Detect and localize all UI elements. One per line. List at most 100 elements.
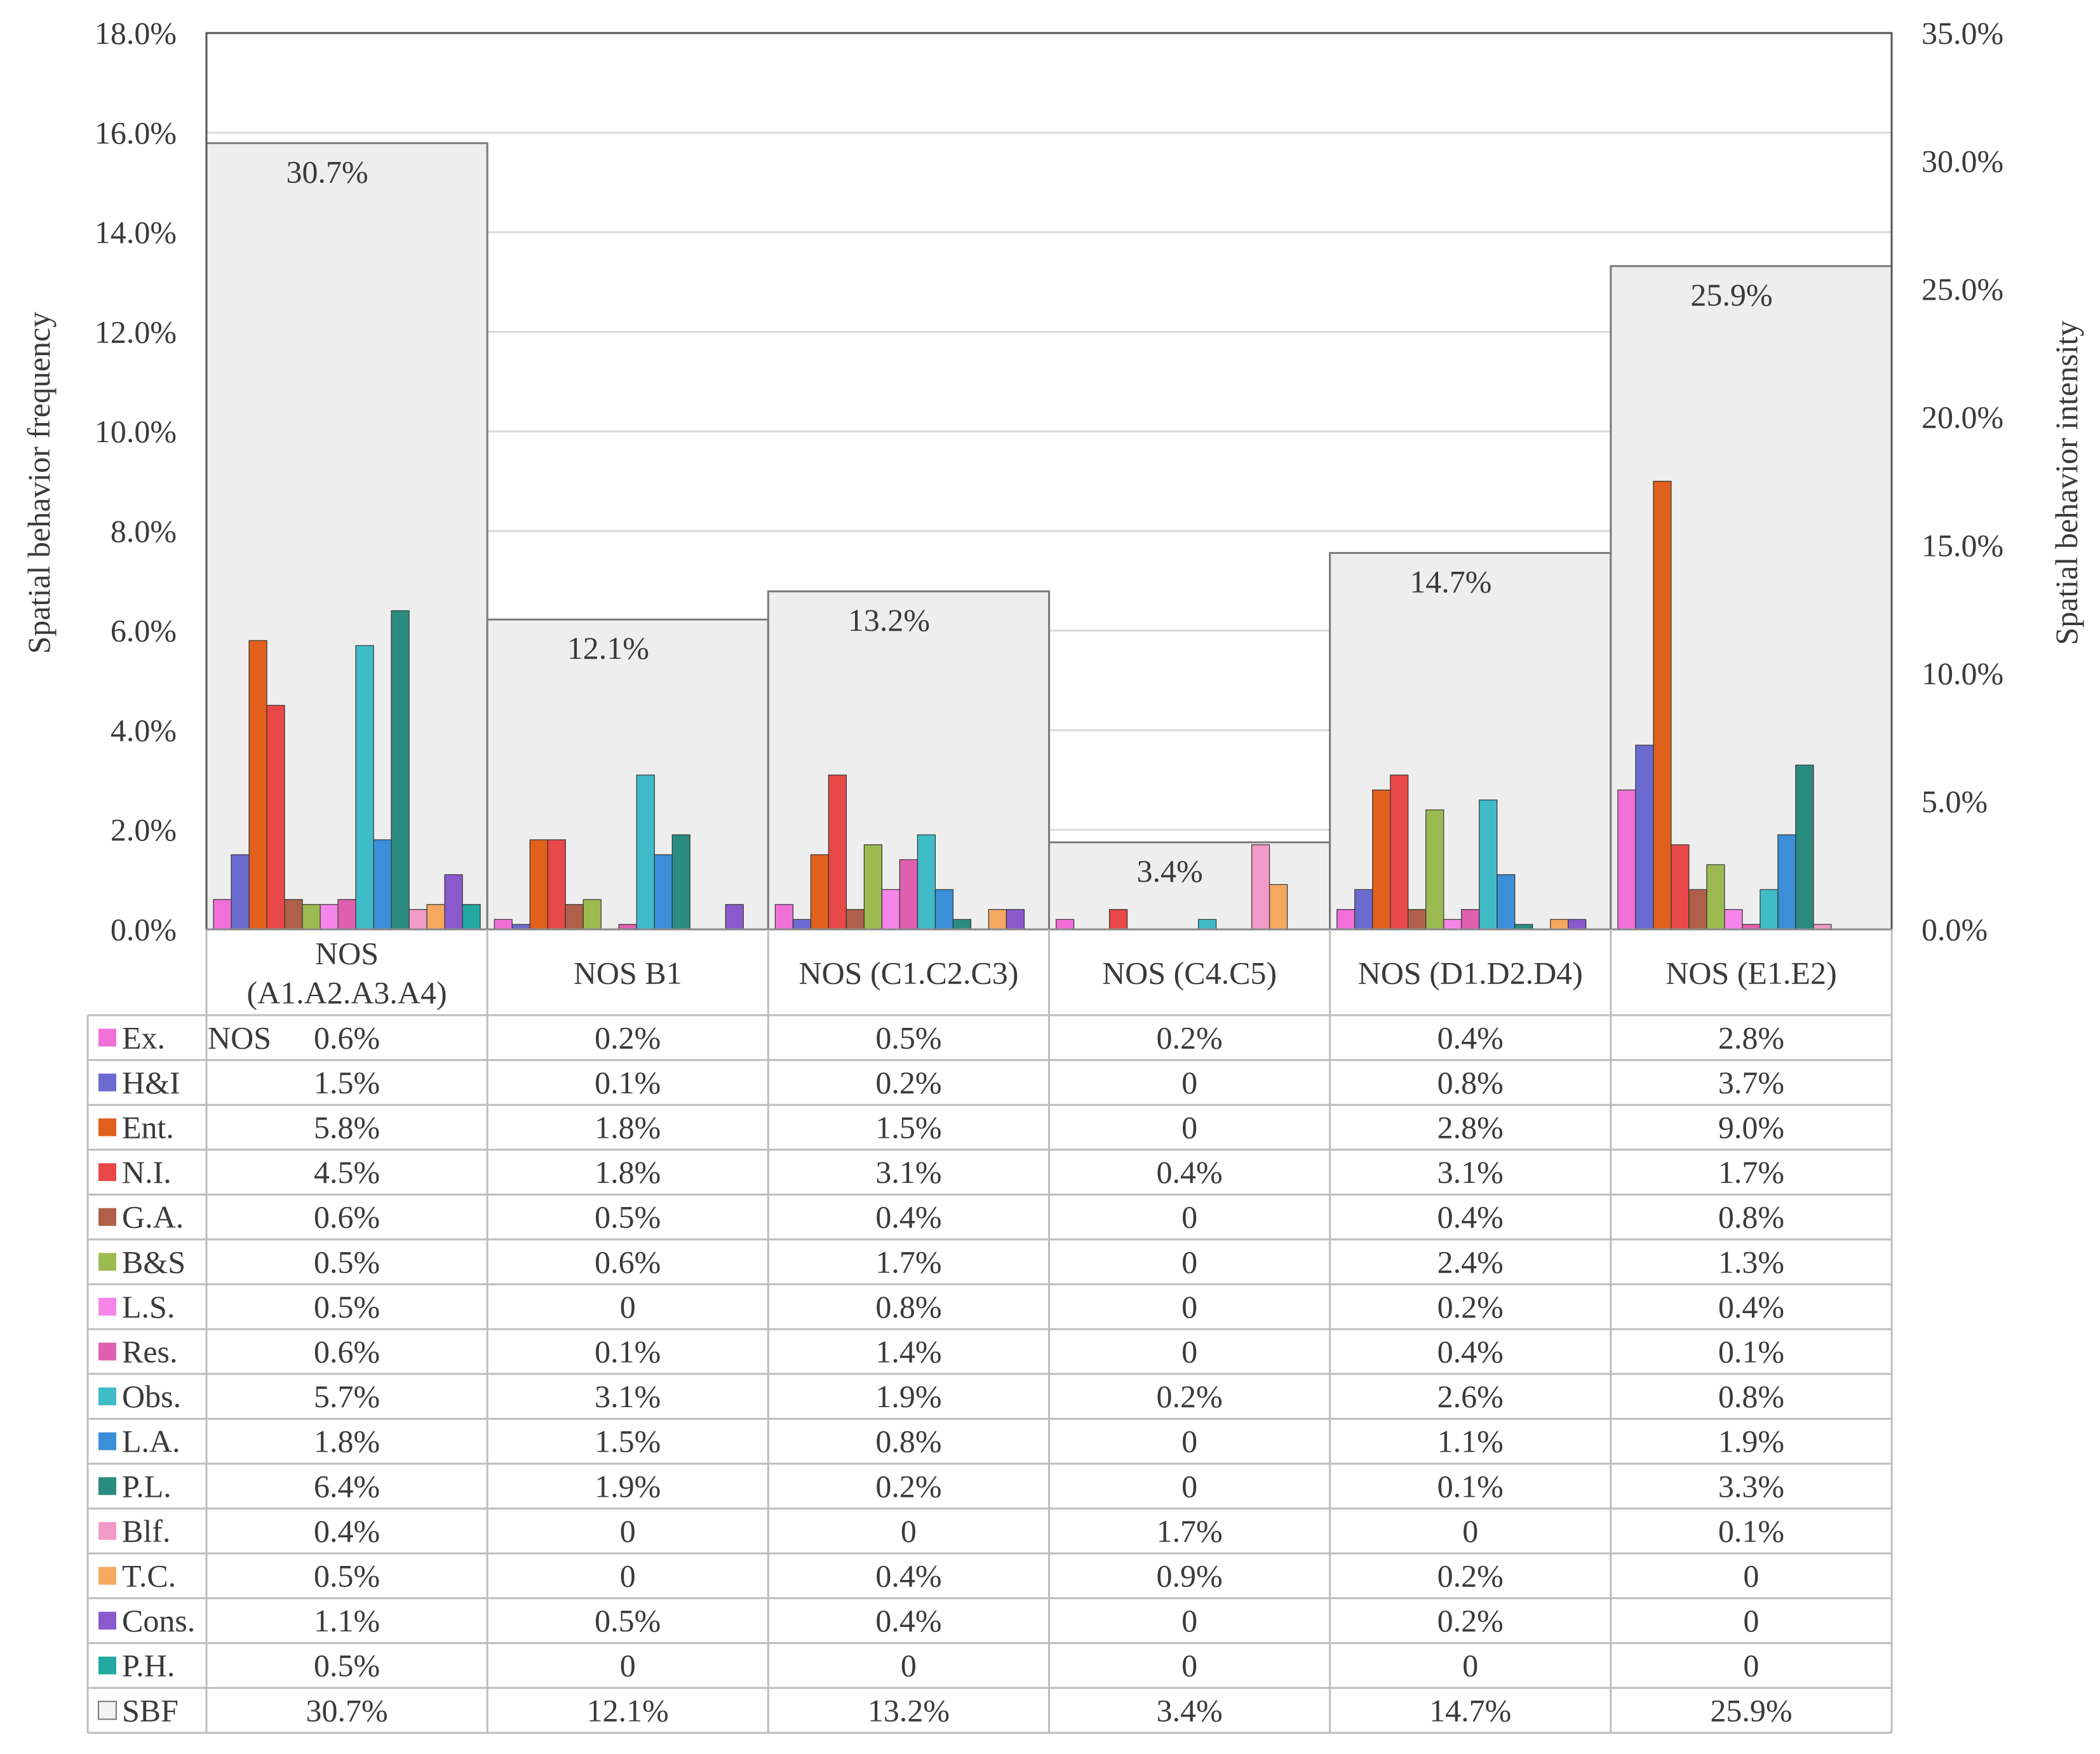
series-bar: [1653, 480, 1672, 930]
sbf-data-label: 3.4%: [1137, 853, 1203, 889]
table-cell-value: 1.5%: [595, 1424, 661, 1459]
table-cell-value: 0.8%: [1437, 1065, 1504, 1100]
series-bar: [810, 854, 830, 930]
table-cell-value: 1.7%: [1718, 1154, 1784, 1190]
table-cell-value: 25.9%: [1710, 1692, 1792, 1728]
table-cell-value: 3.7%: [1718, 1065, 1784, 1100]
sbf-bar: [1329, 551, 1612, 931]
sbf-bar: [486, 618, 769, 931]
table-cell-value: 1.8%: [595, 1154, 661, 1190]
table-cell-value: 0: [620, 1289, 636, 1325]
table-cell-value: 0: [1743, 1648, 1759, 1683]
table-cell-value: 0: [1181, 1334, 1197, 1370]
table-cell-value: 0.4%: [1437, 1020, 1504, 1055]
sbf-data-label: 12.1%: [567, 630, 649, 666]
table-cell-value: 1.7%: [875, 1244, 941, 1279]
series-bar: [1443, 919, 1462, 930]
category-label: NOS: [315, 936, 379, 971]
table-cell-value: 0.5%: [314, 1558, 380, 1594]
table-cell-value: 0.5%: [595, 1199, 661, 1235]
legend-label: P.H.: [122, 1648, 175, 1683]
series-bar: [863, 844, 883, 930]
table-cell-value: 0.6%: [314, 1020, 380, 1055]
table-cell-value: 0.4%: [1437, 1199, 1504, 1235]
legend-label: SBF: [122, 1692, 178, 1728]
sbf-data-label: 14.7%: [1410, 563, 1491, 599]
series-bar: [1336, 909, 1356, 930]
series-bar: [266, 705, 285, 930]
legend-label: Ex.: [122, 1020, 165, 1055]
table-cell-value: 0.5%: [314, 1244, 380, 1279]
series-bar: [1688, 889, 1707, 930]
table-cell-value: 1.5%: [314, 1065, 380, 1100]
series-bar: [654, 854, 673, 930]
legend-swatch: [98, 1521, 116, 1540]
table-cell-value: 0.1%: [1718, 1334, 1784, 1370]
table-cell-value: 0: [620, 1648, 636, 1683]
left-tick-label: 12.0%: [95, 314, 177, 349]
series-bar: [1479, 799, 1498, 930]
table-cell-value: 0.8%: [1718, 1199, 1784, 1235]
table-cell-value: 4.5%: [314, 1154, 380, 1190]
series-bar: [1006, 909, 1025, 930]
table-cell-value: 0.2%: [1157, 1379, 1223, 1414]
series-bar: [320, 904, 339, 930]
table-cell-value: 3.1%: [595, 1379, 661, 1414]
legend-label: Obs.: [122, 1379, 181, 1414]
legend-swatch: [98, 1342, 116, 1361]
table-cell-value: 0.8%: [1718, 1379, 1784, 1414]
table-cell-value: 0.6%: [314, 1334, 380, 1370]
series-bar: [934, 889, 954, 930]
series-bar: [284, 899, 303, 930]
table-cell-value: 1.9%: [875, 1379, 941, 1414]
table-cell-value: 0: [1462, 1513, 1478, 1549]
table-cell-value: 0.2%: [595, 1020, 661, 1055]
right-tick-label: 10.0%: [1922, 656, 2003, 691]
series-bar: [408, 909, 427, 930]
table-cell-value: 0: [1181, 1110, 1197, 1145]
y-axis-title-right: Spatial behavior intensity: [2049, 320, 2084, 645]
legend-label: Res.: [122, 1334, 178, 1370]
right-tick-label: 20.0%: [1922, 400, 2003, 435]
legend-swatch: [98, 1029, 116, 1047]
series-bar: [899, 859, 919, 930]
series-bar: [1372, 789, 1391, 930]
table-cell-value: 0.2%: [875, 1065, 941, 1100]
series-bar: [582, 899, 602, 930]
legend-label: H&I: [122, 1065, 180, 1100]
table-cell-value: 0: [1181, 1468, 1197, 1504]
series-bar: [231, 854, 250, 930]
sbf-data-label: 25.9%: [1690, 277, 1772, 313]
table-cell-value: 0.4%: [1718, 1289, 1784, 1325]
table-cell-value: 3.1%: [875, 1154, 941, 1190]
table-cell-value: 0.4%: [314, 1513, 380, 1549]
table-cell-value: 0.2%: [1437, 1289, 1504, 1325]
right-tick-label: 15.0%: [1922, 527, 2003, 563]
table-cell-value: 1.1%: [314, 1603, 380, 1638]
table-cell-value: 0.1%: [595, 1334, 661, 1370]
series-bar: [1550, 919, 1569, 930]
legend-label: G.A.: [122, 1199, 184, 1235]
right-tick-label: 25.0%: [1922, 271, 2003, 307]
table-cell-value: 1.4%: [875, 1334, 941, 1370]
table-cell-value: 14.7%: [1429, 1692, 1511, 1728]
table-cell-value: 0.4%: [1157, 1154, 1223, 1190]
series-bar: [1706, 864, 1725, 930]
legend-swatch: [98, 1073, 116, 1091]
table-cell-value: 1.9%: [1718, 1424, 1784, 1459]
series-bar: [1390, 774, 1409, 930]
series-bar: [1251, 844, 1270, 930]
series-bar: [426, 904, 445, 930]
table-cell-value: 30.7%: [306, 1692, 388, 1728]
left-tick-label: 0.0%: [111, 912, 177, 947]
series-bar: [917, 834, 936, 930]
table-cell-value: 1.8%: [314, 1424, 380, 1459]
table-cell-value: 0: [620, 1558, 636, 1594]
table-cell-value: 0.4%: [1437, 1334, 1504, 1370]
series-bar: [845, 909, 865, 930]
left-tick-label: 8.0%: [111, 513, 177, 549]
legend-swatch: [98, 1253, 116, 1271]
series-bar: [1497, 874, 1516, 930]
series-bar: [1568, 919, 1587, 930]
